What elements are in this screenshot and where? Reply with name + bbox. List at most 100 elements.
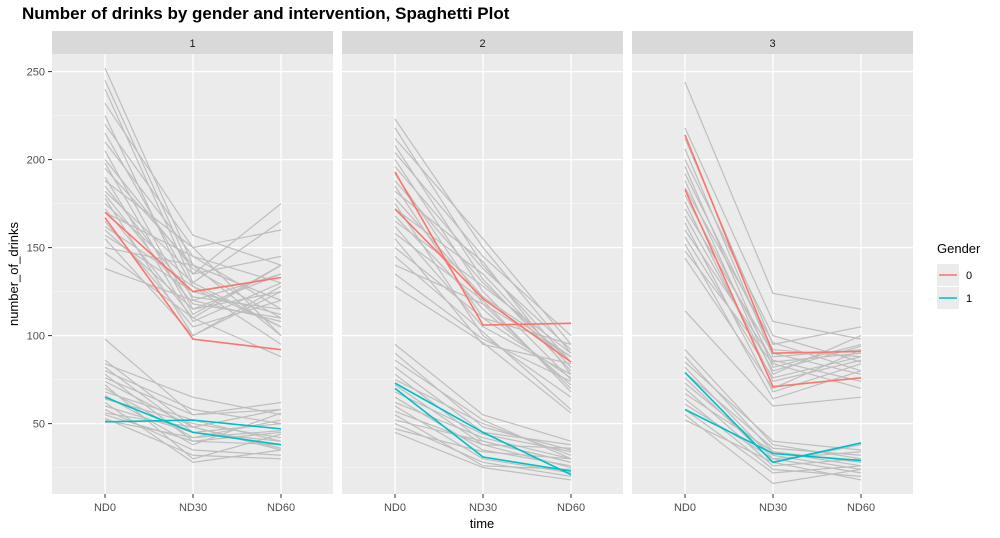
y-tick-label: 250 bbox=[27, 67, 45, 79]
subject-line bbox=[394, 152, 572, 337]
subject-line bbox=[684, 257, 862, 390]
subject-line bbox=[394, 215, 572, 386]
gender-1-line bbox=[394, 387, 572, 472]
y-axis-title: number_of_drinks bbox=[6, 221, 21, 326]
subject-line bbox=[104, 159, 282, 319]
subject-line bbox=[104, 102, 282, 266]
subject-line bbox=[684, 409, 862, 474]
legend-label: 0 bbox=[966, 270, 972, 282]
subject-line bbox=[684, 159, 862, 363]
subject-line bbox=[394, 428, 572, 460]
subject-line bbox=[394, 159, 572, 381]
subject-line bbox=[684, 222, 862, 393]
legend-label: 1 bbox=[966, 293, 972, 305]
subject-line bbox=[394, 233, 572, 393]
subject-line bbox=[394, 285, 572, 414]
subject-line bbox=[104, 394, 282, 446]
subject-line bbox=[104, 229, 282, 310]
legend-title: Gender bbox=[937, 241, 981, 256]
gender-0-line bbox=[104, 217, 282, 351]
subject-line bbox=[684, 403, 862, 460]
facet-strip-label: 3 bbox=[769, 38, 775, 50]
subject-line bbox=[394, 410, 572, 449]
subject-line bbox=[104, 185, 282, 310]
chart-title: Number of drinks by gender and intervent… bbox=[22, 4, 510, 23]
subject-line bbox=[394, 166, 572, 351]
subject-line bbox=[394, 343, 572, 442]
x-tick-label: ND60 bbox=[267, 502, 295, 514]
subject-line bbox=[394, 118, 572, 354]
subject-line bbox=[394, 255, 572, 410]
facet-strip bbox=[342, 31, 623, 54]
subject-line bbox=[684, 215, 862, 372]
subject-line bbox=[394, 414, 572, 470]
subject-line bbox=[684, 372, 862, 456]
gender-1-line bbox=[684, 408, 862, 462]
subject-line bbox=[104, 414, 282, 446]
subject-line bbox=[394, 391, 572, 453]
subject-line bbox=[394, 419, 572, 463]
subject-line bbox=[104, 225, 282, 345]
gender-0-line bbox=[394, 208, 572, 363]
x-axis-title: time bbox=[470, 516, 495, 531]
facet-strip-label: 2 bbox=[479, 38, 485, 50]
subject-line bbox=[394, 220, 572, 354]
subject-line bbox=[684, 236, 862, 379]
gender-1-line bbox=[394, 382, 572, 476]
subject-line bbox=[684, 382, 862, 470]
x-tick-label: ND60 bbox=[557, 502, 585, 514]
x-tick-label: ND30 bbox=[469, 502, 497, 514]
y-tick-label: 150 bbox=[27, 243, 45, 255]
gender-1-line bbox=[104, 396, 282, 446]
subject-line bbox=[684, 361, 862, 451]
subject-line bbox=[684, 187, 862, 372]
subject-line bbox=[394, 401, 572, 460]
subject-line bbox=[684, 310, 862, 407]
subject-line bbox=[394, 208, 572, 368]
x-tick-label: ND30 bbox=[179, 502, 207, 514]
subject-line bbox=[104, 268, 282, 323]
subject-line bbox=[684, 180, 862, 376]
subject-line bbox=[394, 273, 572, 382]
x-tick-label: ND0 bbox=[384, 502, 406, 514]
subject-line bbox=[104, 363, 282, 416]
gender-1-line bbox=[104, 419, 282, 430]
x-tick-label: ND60 bbox=[847, 502, 875, 514]
facet-strip bbox=[632, 31, 913, 54]
subject-line bbox=[104, 417, 282, 460]
subject-line bbox=[394, 247, 572, 379]
subject-line bbox=[104, 419, 282, 439]
subject-line bbox=[104, 370, 282, 425]
gender-0-line bbox=[394, 171, 572, 326]
gender-0-line bbox=[684, 189, 862, 388]
gender-0-line bbox=[684, 134, 862, 355]
subject-line bbox=[104, 176, 282, 323]
subject-line bbox=[104, 190, 282, 275]
facet-strip bbox=[52, 31, 333, 54]
subject-line bbox=[104, 408, 282, 428]
x-tick-label: ND30 bbox=[759, 502, 787, 514]
facet-strip-label: 1 bbox=[189, 38, 195, 50]
subject-line bbox=[104, 238, 282, 337]
subject-line bbox=[104, 247, 282, 337]
subject-line bbox=[394, 264, 572, 358]
gender-1-line bbox=[684, 371, 862, 464]
subject-line bbox=[104, 211, 282, 310]
subject-line bbox=[104, 252, 282, 358]
y-tick-label: 50 bbox=[33, 419, 45, 431]
subject-line bbox=[684, 81, 862, 310]
x-tick-label: ND0 bbox=[94, 502, 116, 514]
subject-line bbox=[104, 377, 282, 416]
subject-line bbox=[394, 352, 572, 451]
y-tick-label: 100 bbox=[27, 331, 45, 343]
subject-line bbox=[684, 229, 862, 382]
subject-line bbox=[684, 387, 862, 467]
subject-line bbox=[394, 379, 572, 456]
subject-line bbox=[394, 127, 572, 363]
subject-line bbox=[104, 194, 282, 319]
subject-line bbox=[394, 431, 572, 481]
x-tick-label: ND0 bbox=[674, 502, 696, 514]
y-tick-label: 200 bbox=[27, 155, 45, 167]
